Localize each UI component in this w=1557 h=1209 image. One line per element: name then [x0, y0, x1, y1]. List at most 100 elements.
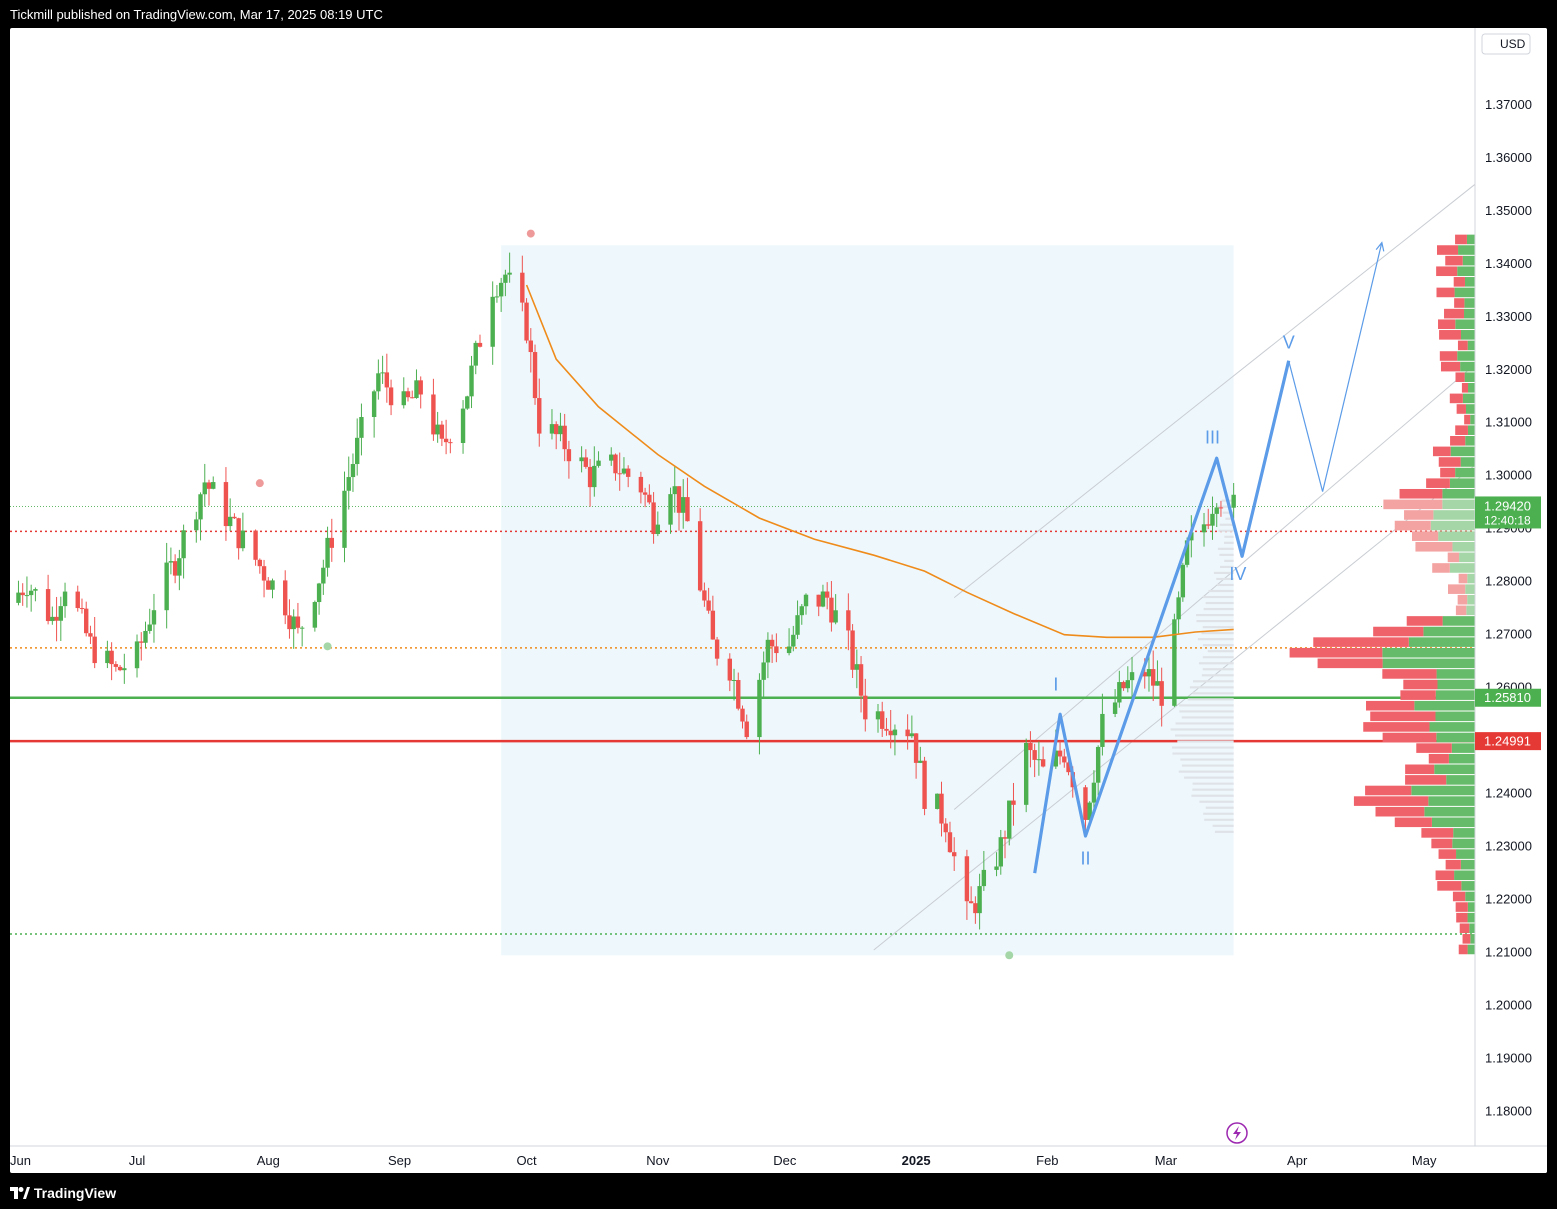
publish-info-text: Tickmill published on TradingView.com, M…	[10, 7, 383, 22]
candle-body	[647, 494, 652, 503]
range-profile-bar	[1218, 529, 1234, 532]
wave-label-IV: IV	[1229, 564, 1246, 584]
candle-body	[846, 610, 851, 631]
volume-bar-down	[1455, 234, 1467, 245]
candle-body	[1201, 524, 1207, 533]
last-price-text: 1.29420	[1484, 498, 1531, 513]
candle-body	[253, 530, 258, 560]
candle-body	[410, 397, 415, 399]
replay-lightning-icon[interactable]	[1226, 1122, 1248, 1144]
candle-body	[371, 391, 377, 418]
volume-bar-up	[1466, 234, 1475, 245]
range-profile-bar	[1184, 776, 1234, 779]
currency-button[interactable]	[1481, 33, 1531, 55]
range-profile-bar	[1202, 668, 1234, 671]
candle-body	[1176, 597, 1181, 620]
range-profile-bar	[1180, 758, 1234, 761]
candle-body	[528, 340, 533, 353]
candle-body	[498, 282, 504, 297]
volume-bar-up	[1457, 266, 1475, 277]
volume-bar-down	[1436, 287, 1455, 298]
candle-body	[850, 630, 855, 670]
y-tick-label: 1.31000	[1485, 415, 1532, 430]
volume-bar-down	[1432, 563, 1450, 573]
pivot-dot	[1005, 951, 1014, 960]
range-profile-bar	[1192, 782, 1234, 785]
volume-bar-down	[1440, 467, 1456, 478]
volume-bar-down	[1453, 277, 1465, 287]
volume-bar-down	[1373, 626, 1424, 637]
candle-body	[1121, 682, 1126, 689]
volume-bar-up	[1455, 319, 1475, 330]
range-profile-bar	[1205, 601, 1234, 605]
candle-body	[532, 352, 538, 399]
volume-bar-down	[1454, 298, 1465, 308]
volume-bar-up	[1462, 393, 1475, 404]
volume-bar-down	[1365, 785, 1412, 796]
volume-bar-up	[1382, 647, 1475, 658]
y-tick-label: 1.35000	[1485, 203, 1532, 218]
candle-body	[287, 615, 292, 630]
candle-body	[952, 852, 957, 857]
candle-body	[143, 630, 148, 643]
channel-line-1	[953, 364, 1476, 810]
volume-bar-up	[1464, 372, 1475, 383]
x-tick-label: Jul	[129, 1153, 146, 1168]
range-profile-bar	[1172, 752, 1234, 755]
range-profile-bar	[1219, 565, 1234, 569]
pivot-dot	[526, 229, 535, 238]
candle-body	[1087, 802, 1092, 820]
candle-body	[316, 583, 322, 603]
candle-body	[998, 837, 1003, 867]
volume-bar-up	[1453, 828, 1475, 838]
candle-body	[54, 616, 59, 621]
candle-body	[803, 594, 809, 607]
publish-header: Tickmill published on TradingView.com, M…	[0, 0, 1557, 28]
candle-body	[977, 886, 982, 914]
ema-curve	[525, 284, 1234, 639]
trend-channel-lines	[873, 183, 1476, 951]
candle-body	[769, 639, 775, 647]
candle-body	[1053, 750, 1059, 767]
volume-bar-down	[1436, 266, 1458, 277]
candle-body	[329, 537, 334, 548]
volume-bar-up	[1465, 891, 1475, 902]
candle-body	[117, 666, 123, 671]
candle-body	[1007, 800, 1012, 839]
volume-bar-down	[1445, 255, 1463, 266]
price-axis-bg[interactable]	[1475, 28, 1547, 1173]
volume-bar-up	[1414, 700, 1475, 711]
range-profile-bar	[1202, 656, 1234, 659]
chart-panel[interactable]: I II III IV V USD 1.37000 1.36000 1.35000 1.340…	[10, 28, 1547, 1173]
volume-bar-down	[1456, 912, 1468, 923]
candle-body	[596, 460, 601, 466]
candle-body	[261, 566, 267, 581]
tradingview-logo[interactable]: TradingView	[10, 1185, 116, 1201]
candle-body	[1095, 746, 1101, 783]
range-profile-bar	[1202, 626, 1234, 629]
volume-bar-up	[1430, 520, 1475, 531]
candle-body	[1151, 669, 1156, 686]
candle-body	[443, 438, 449, 443]
x-tick-label: Oct	[516, 1153, 537, 1168]
volume-bar-up	[1460, 361, 1475, 372]
candle-body	[935, 793, 940, 809]
candle-body	[92, 636, 97, 664]
candle-body	[1231, 494, 1236, 508]
candle-body	[1112, 702, 1118, 714]
volume-bar-down	[1448, 584, 1466, 594]
projection-line	[1288, 242, 1383, 492]
candle-body	[736, 680, 741, 709]
volume-bar-down	[1289, 647, 1383, 658]
range-profile-bar	[1181, 764, 1234, 767]
volume-bar-up	[1467, 594, 1475, 605]
candle-body	[702, 590, 707, 601]
range-profile-bar	[1207, 650, 1234, 653]
volume-bar-up	[1465, 435, 1475, 446]
volume-bar-down	[1456, 404, 1466, 414]
candle-body	[494, 296, 500, 298]
candle-body	[1155, 681, 1160, 686]
volume-bar-up	[1470, 414, 1475, 425]
candle-body	[122, 668, 127, 671]
